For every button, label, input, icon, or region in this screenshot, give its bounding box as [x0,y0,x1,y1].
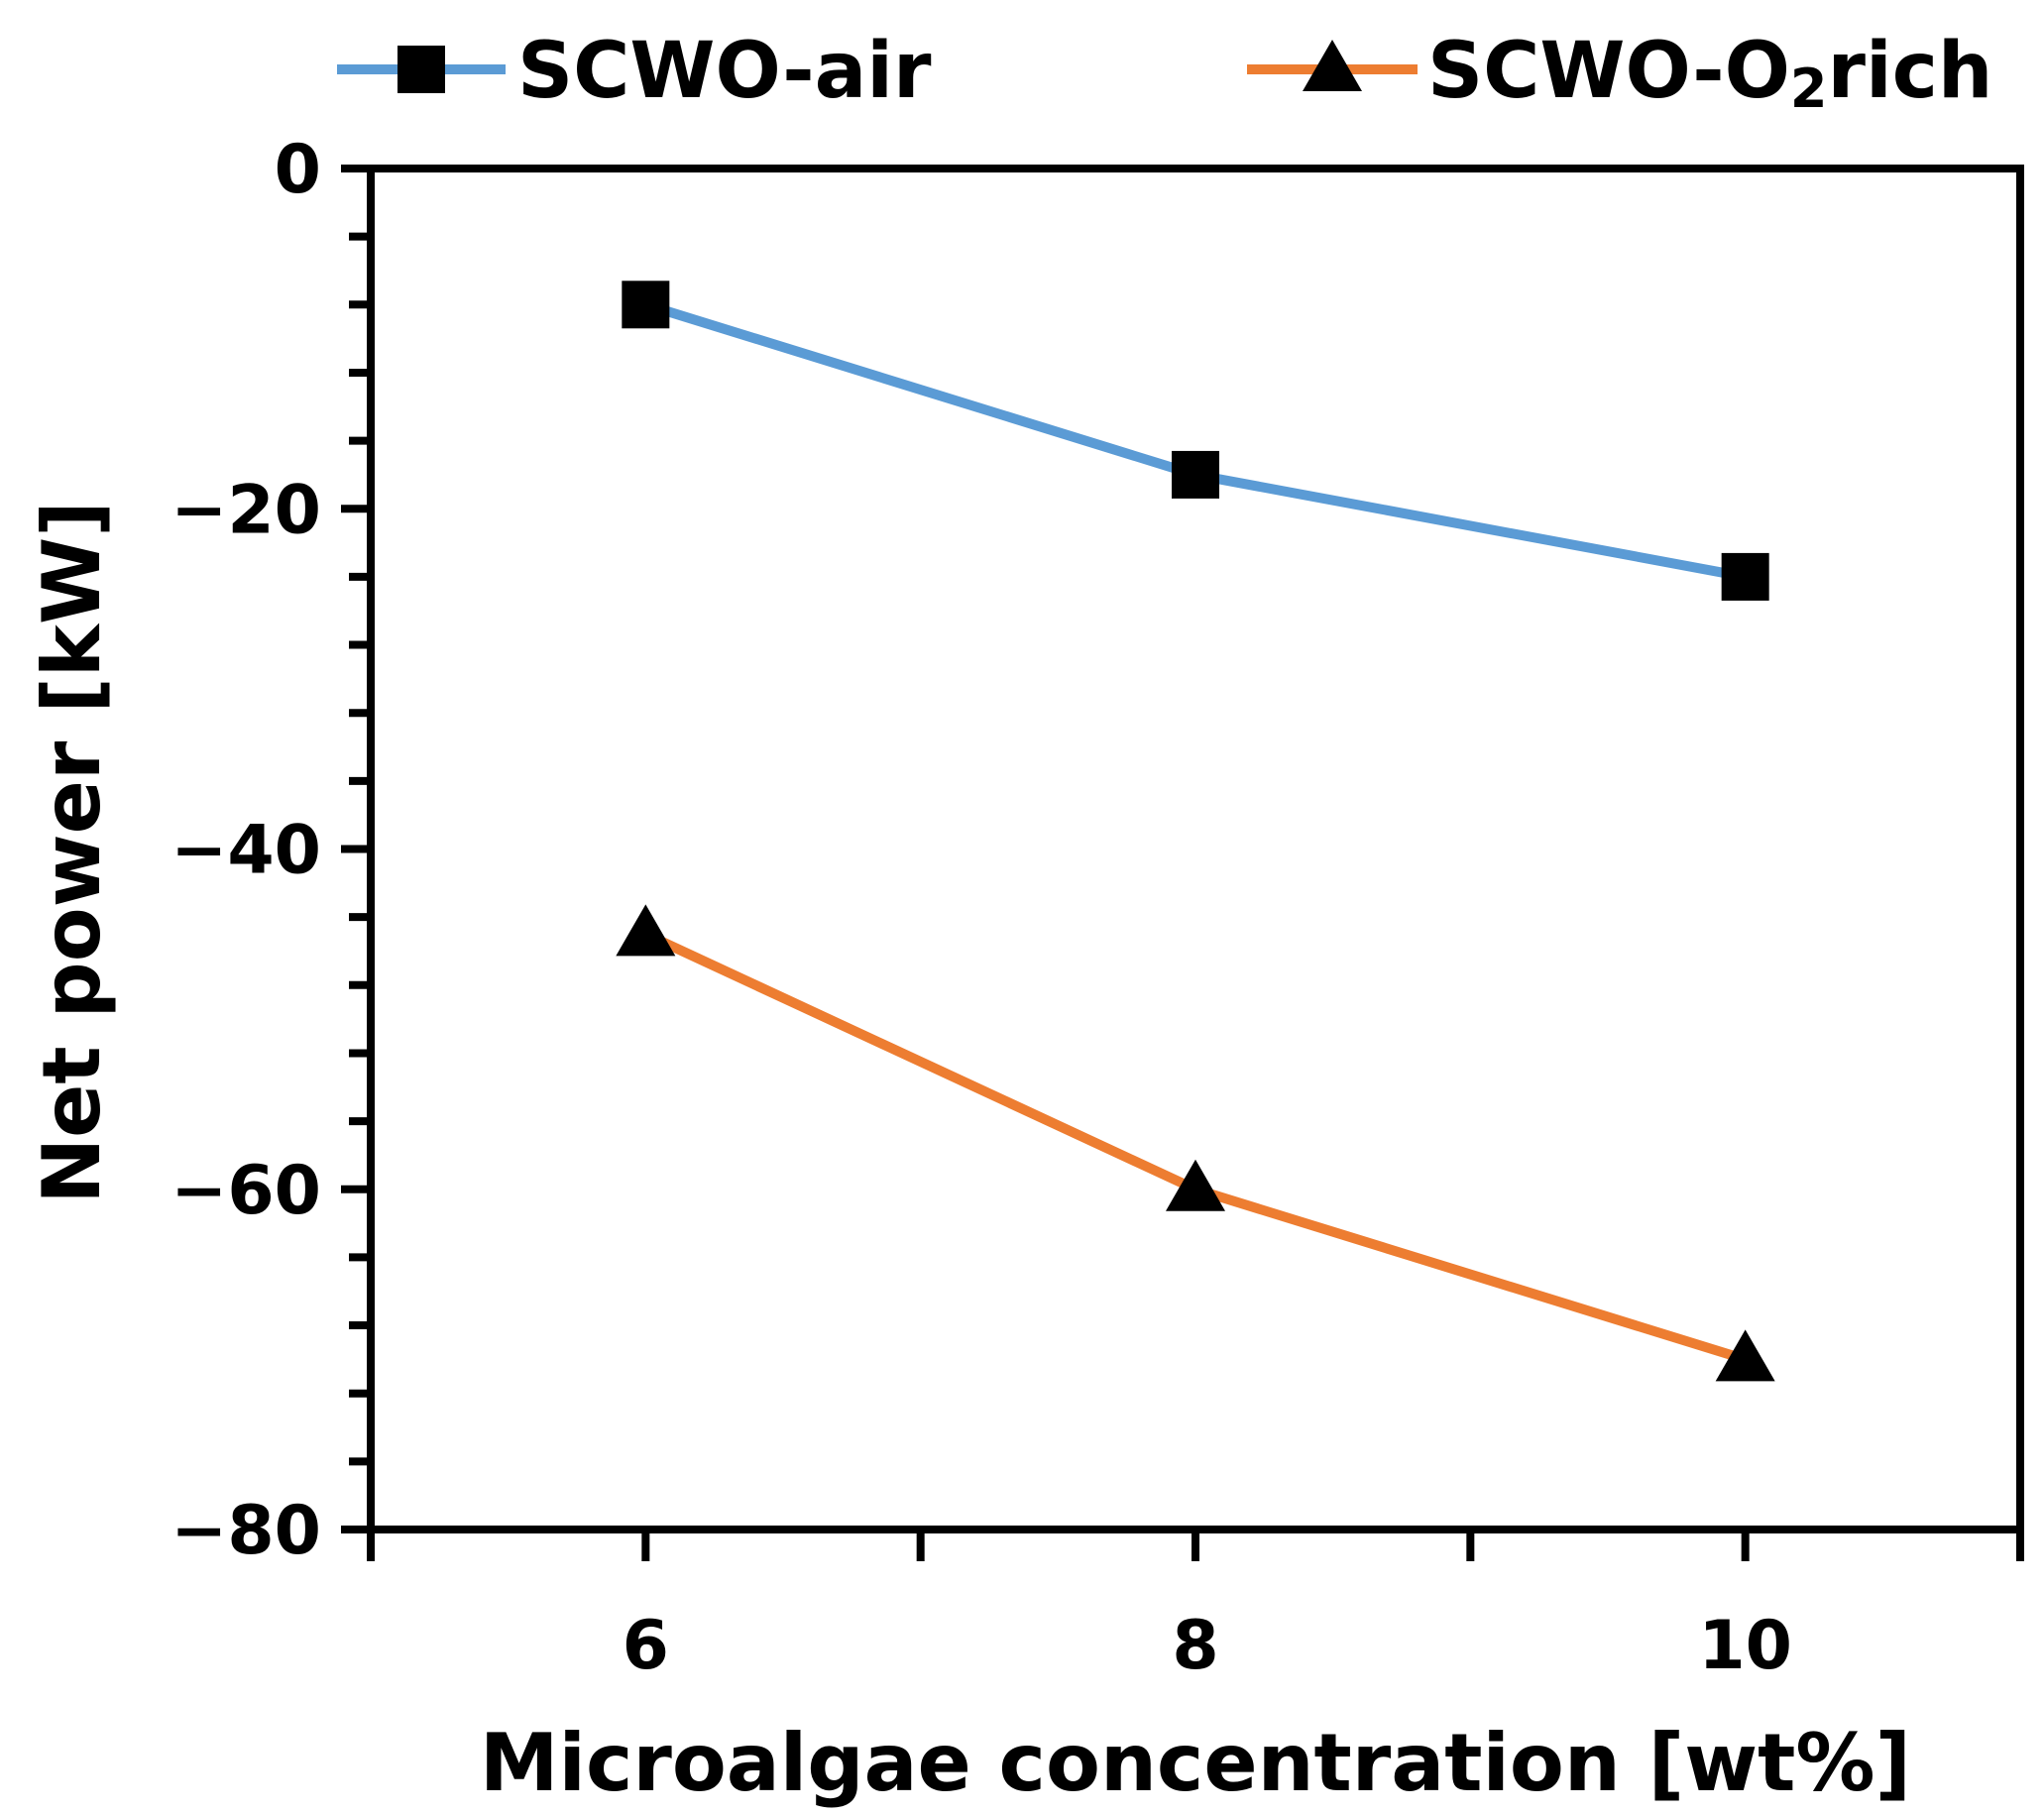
series-line-scwo-o2rich [643,929,1748,1365]
legend-item-scwo-o2rich: SCWO-O2rich [1247,27,1992,120]
legend: SCWO-air SCWO-O2rich [337,27,1992,120]
y-axis-title: Net power [kW] [26,501,118,1204]
data-point-scwo-o2rich [1715,1329,1775,1382]
y-tick-label: −40 [170,812,321,890]
legend-label-scwo-o2rich: SCWO-O2rich [1427,27,1992,120]
y-tick-label: −20 [170,471,321,549]
x-axis-title: Microalgae concentration [wt%] [480,1717,1911,1809]
y-tick-label: −80 [170,1492,321,1570]
series-layer [616,281,1775,1382]
data-point-scwo-air [1172,450,1219,499]
y-axis: 0 −20 −40 −60 −80 [170,131,371,1570]
plot-area-frame [367,165,2024,1533]
series-line-scwo-air [643,299,1747,582]
data-point-scwo-air [622,281,670,329]
y-tick-label: −60 [170,1152,321,1230]
x-tick-label: 8 [1172,1607,1218,1685]
legend-label-prefix: SCWO-O [1427,27,1790,116]
x-tick-label: 6 [623,1607,669,1685]
x-tick-label: 10 [1698,1607,1792,1685]
data-point-scwo-o2rich [616,904,676,957]
legend-item-scwo-air: SCWO-air [337,27,932,116]
legend-triangle-marker [1303,40,1362,91]
data-point-scwo-o2rich [1166,1159,1225,1211]
y-tick-label: 0 [275,131,321,209]
data-point-scwo-air [1721,552,1769,601]
x-axis: 6 8 10 [367,1530,2024,1685]
legend-square-marker [397,46,445,93]
legend-label-subscript: 2 [1790,57,1828,120]
legend-label-scwo-air: SCWO-air [517,27,932,116]
legend-label-suffix: rich [1827,27,1992,116]
